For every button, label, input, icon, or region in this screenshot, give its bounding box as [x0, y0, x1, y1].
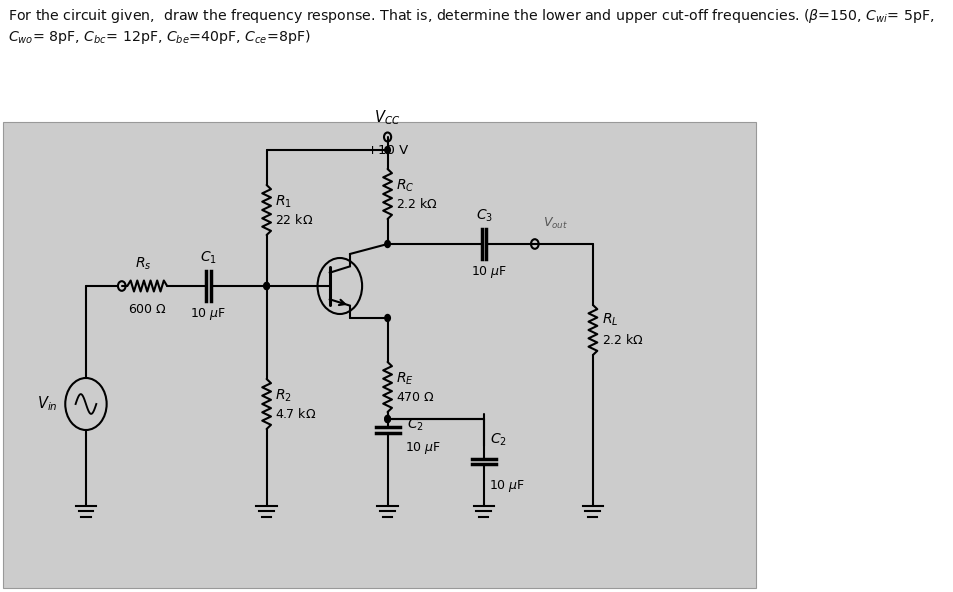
Text: $V_{CC}$: $V_{CC}$: [374, 108, 400, 127]
Text: $C_1$: $C_1$: [200, 250, 216, 266]
Text: $C_2$: $C_2$: [490, 431, 507, 448]
Circle shape: [384, 416, 390, 423]
Circle shape: [384, 146, 390, 153]
Text: 2.2 k$\Omega$: 2.2 k$\Omega$: [395, 197, 436, 211]
Circle shape: [264, 282, 269, 289]
Circle shape: [264, 282, 269, 289]
Text: $R_L$: $R_L$: [602, 312, 618, 328]
Text: 22 k$\Omega$: 22 k$\Omega$: [274, 213, 313, 227]
Text: $R_2$: $R_2$: [274, 388, 291, 404]
Text: 470 $\Omega$: 470 $\Omega$: [395, 391, 434, 404]
Text: 2.2 k$\Omega$: 2.2 k$\Omega$: [602, 333, 643, 347]
Text: $C_2$: $C_2$: [407, 417, 424, 433]
Text: 600 $\Omega$: 600 $\Omega$: [128, 303, 167, 316]
FancyBboxPatch shape: [3, 122, 756, 588]
Text: 10 $\mu$F: 10 $\mu$F: [488, 478, 524, 494]
Circle shape: [384, 240, 390, 247]
Circle shape: [384, 416, 390, 423]
Circle shape: [384, 314, 390, 321]
Text: $R_C$: $R_C$: [395, 178, 414, 194]
Text: $V_{in}$: $V_{in}$: [37, 395, 58, 413]
Text: $R_1$: $R_1$: [274, 194, 292, 210]
Text: 10 $\mu$F: 10 $\mu$F: [470, 264, 506, 280]
Text: 10 $\mu$F: 10 $\mu$F: [405, 440, 441, 456]
Text: $C_3$: $C_3$: [476, 208, 493, 224]
Text: For the circuit given,  draw the frequency response. That is, determine the lowe: For the circuit given, draw the frequenc…: [8, 7, 933, 46]
FancyBboxPatch shape: [0, 0, 759, 120]
Text: $R_s$: $R_s$: [135, 256, 152, 272]
Text: 4.7 k$\Omega$: 4.7 k$\Omega$: [274, 407, 315, 421]
Text: 10 $\mu$F: 10 $\mu$F: [191, 306, 227, 322]
Text: $V_{out}$: $V_{out}$: [542, 216, 567, 231]
Text: $R_E$: $R_E$: [395, 371, 413, 387]
Text: +10 V: +10 V: [367, 144, 408, 157]
